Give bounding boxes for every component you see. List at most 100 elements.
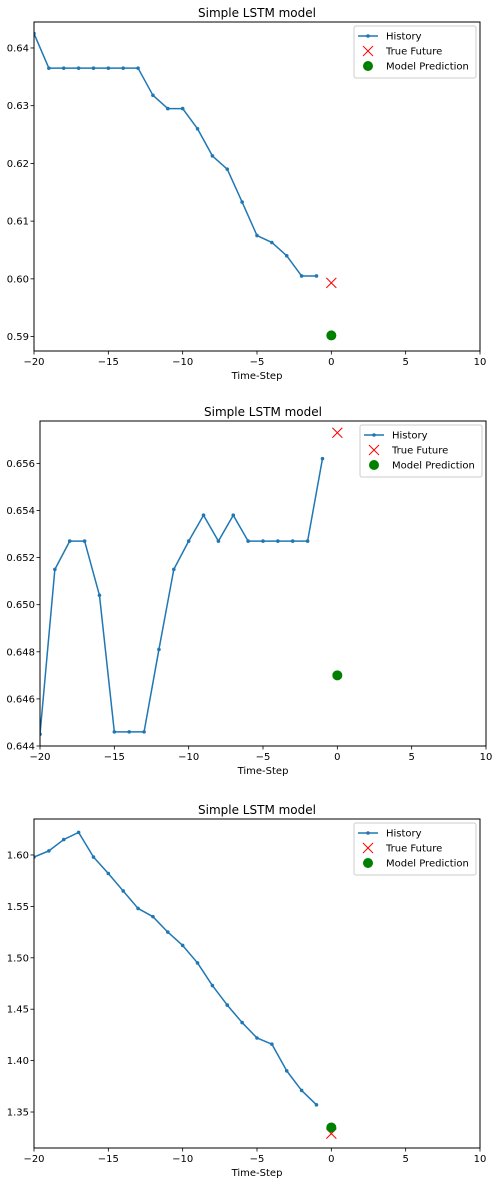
- x-axis-title: Time-Step: [237, 766, 289, 777]
- legend-model-prediction-marker: [363, 858, 373, 868]
- x-tick-label: 5: [402, 1154, 408, 1165]
- history-point: [231, 513, 236, 518]
- history-point: [127, 730, 131, 734]
- legend: History True Future Model Prediction: [359, 424, 483, 478]
- y-tick-label: 1.40: [7, 1056, 29, 1067]
- y-tick-label: 0.652: [6, 553, 35, 564]
- history-point: [136, 66, 140, 70]
- legend-history-point: [366, 34, 370, 38]
- y-tick-label: 1.35: [7, 1108, 29, 1119]
- y-tick-label: 0.650: [6, 600, 35, 611]
- legend: History True Future Model Prediction: [353, 822, 477, 876]
- chart-title: Simple LSTM model: [198, 6, 316, 20]
- x-axis-title: Time-Step: [231, 1168, 283, 1179]
- history-point: [151, 914, 155, 919]
- chart-title: Simple LSTM model: [204, 405, 322, 419]
- legend-true-future-marker-stroke-b: [368, 444, 380, 456]
- history-point: [255, 233, 259, 238]
- true-future-marker: [331, 427, 343, 439]
- history-point: [121, 889, 125, 893]
- plot-area: [34, 31, 337, 341]
- legend-entry-true-future: True Future: [362, 842, 442, 855]
- history-point: [180, 106, 185, 111]
- y-tick-label: 1.60: [7, 850, 29, 861]
- x-tick-label: −15: [98, 1154, 119, 1165]
- history-point: [195, 961, 200, 965]
- x-tick-label: −10: [178, 752, 199, 763]
- x-tick-label: 0: [328, 357, 334, 368]
- x-tick-label: −20: [29, 752, 50, 763]
- legend-label-model-prediction: Model Prediction: [392, 461, 475, 472]
- model-prediction-marker: [326, 330, 337, 341]
- history-point: [210, 983, 215, 988]
- history-point: [314, 274, 319, 278]
- x-tick-label: −10: [172, 357, 193, 368]
- x-tick-label: 10: [474, 357, 487, 368]
- history-point: [255, 1036, 259, 1040]
- x-tick-label: 10: [474, 1154, 487, 1165]
- legend-entry-model-prediction: Model Prediction: [363, 858, 469, 870]
- x-tick-label: 5: [408, 752, 414, 763]
- legend: History True Future Model Prediction: [353, 25, 477, 79]
- y-tick-label: 0.60: [7, 274, 29, 285]
- history-point: [76, 830, 81, 835]
- history-line: [40, 458, 324, 735]
- legend-history-point: [366, 831, 370, 835]
- history-point: [299, 274, 304, 278]
- legend-label-history: History: [386, 32, 422, 43]
- legend-entry-history: History: [358, 829, 422, 840]
- x-tick-label: −15: [98, 357, 119, 368]
- history-point: [284, 253, 289, 258]
- legend-label-true-future: True Future: [385, 844, 442, 855]
- chart-panel-3: Simple LSTM model −20 −15 −10 −5 0 5 10 1.35 1.40…: [7, 803, 487, 1179]
- legend-true-future-marker: [368, 444, 380, 456]
- legend-label-history: History: [386, 829, 422, 840]
- history-point: [240, 1020, 244, 1025]
- legend-model-prediction-marker: [369, 460, 379, 470]
- legend-entry-true-future: True Future: [362, 45, 442, 58]
- legend-entry-model-prediction: Model Prediction: [369, 460, 475, 472]
- history-point: [82, 539, 87, 543]
- legend-label-true-future: True Future: [385, 47, 442, 58]
- history-point: [172, 567, 176, 572]
- history-point: [216, 539, 221, 543]
- history-point: [61, 66, 66, 70]
- history-point: [91, 855, 96, 859]
- x-tick-label: 0: [334, 752, 340, 763]
- x-tick-label: −5: [250, 1154, 265, 1165]
- legend-label-model-prediction: Model Prediction: [386, 859, 469, 870]
- history-point: [299, 1088, 304, 1093]
- history-point: [106, 871, 111, 876]
- legend-label-model-prediction: Model Prediction: [386, 62, 469, 73]
- plot-area: [34, 830, 337, 1139]
- x-tick-label: −10: [172, 1154, 193, 1165]
- true-future-marker-stroke-b: [325, 277, 337, 289]
- legend-true-future-marker-stroke-b: [362, 45, 374, 57]
- x-tick-label: 10: [480, 752, 493, 763]
- model-prediction-marker: [332, 670, 343, 681]
- history-line: [34, 831, 317, 1106]
- chart-panel-1: Simple LSTM model −20 −15 −10 −5 0 5 10 0.59 0.60…: [7, 6, 487, 382]
- history-point: [76, 66, 81, 70]
- history-point: [314, 1103, 319, 1107]
- y-tick-label: 0.654: [6, 506, 35, 517]
- legend-true-future-marker-stroke-b: [362, 842, 374, 854]
- legend-model-prediction-marker: [363, 61, 373, 71]
- y-tick-label: 0.59: [7, 332, 29, 343]
- chart-title: Simple LSTM model: [198, 803, 316, 817]
- history-point: [166, 930, 170, 934]
- history-point: [67, 539, 72, 543]
- legend-true-future-marker: [362, 45, 374, 57]
- history-point: [151, 93, 155, 98]
- history-point: [157, 647, 161, 652]
- history-point: [186, 539, 191, 543]
- history-point: [246, 539, 250, 543]
- history-point: [225, 167, 230, 171]
- history-point: [195, 126, 200, 131]
- y-tick-label: 0.646: [6, 694, 35, 705]
- legend-entry-history: History: [364, 431, 428, 442]
- y-tick-label: 0.648: [6, 647, 35, 658]
- y-tick-label: 0.64: [7, 43, 29, 54]
- history-point: [290, 539, 295, 543]
